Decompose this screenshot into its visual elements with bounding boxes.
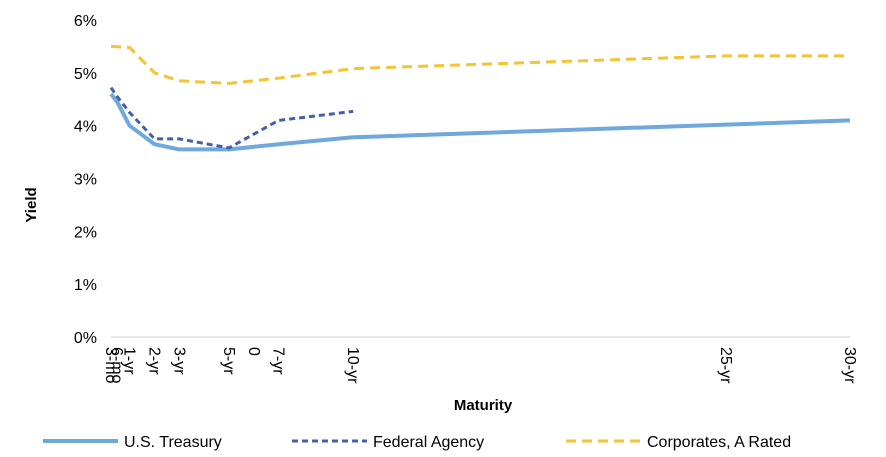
x-tick-label: 5-yr bbox=[220, 347, 237, 375]
series-line bbox=[109, 86, 354, 150]
x-axis-tick-labels: 3-mo6-mo1-yr 2-yr 3-yr 5-yr 0 7-yr 10-yr 25-yr 3… bbox=[102, 347, 858, 384]
series-lines bbox=[109, 44, 851, 152]
series-line bbox=[110, 44, 850, 85]
x-tick-label: 10-yr bbox=[344, 347, 361, 384]
legend: U.S. Treasury Federal Agency Corporates, A… bbox=[43, 434, 791, 451]
legend-label: Corporates, A Rated bbox=[647, 434, 791, 451]
x-tick-label: 2-yr bbox=[145, 347, 162, 375]
x-tick-label: 6-mo bbox=[108, 347, 125, 384]
x-tick-label: 30-yr bbox=[841, 347, 858, 384]
y-tick-label: 4% bbox=[74, 119, 97, 136]
x-axis-title: Maturity bbox=[454, 397, 513, 414]
y-tick-label: 5% bbox=[74, 66, 97, 83]
y-tick-label: 3% bbox=[74, 172, 97, 189]
x-tick-label: 7-yr bbox=[270, 347, 287, 375]
x-tick-label: 3-mo bbox=[102, 347, 119, 384]
x-tick-label: 3-yr bbox=[170, 347, 187, 375]
y-tick-label: 1% bbox=[74, 277, 97, 294]
legend-label: U.S. Treasury bbox=[124, 434, 222, 451]
y-tick-label: 2% bbox=[74, 224, 97, 241]
series-line bbox=[109, 92, 851, 152]
x-tick-label: 0 bbox=[245, 347, 262, 356]
x-tick-label: 1-yr bbox=[121, 347, 138, 375]
legend-label: Federal Agency bbox=[373, 434, 484, 451]
y-axis-title: Yield bbox=[23, 187, 40, 222]
y-tick-label: 6% bbox=[74, 13, 97, 30]
y-tick-label: 0% bbox=[74, 330, 97, 347]
x-tick-label: 25-yr bbox=[717, 347, 734, 384]
y-axis-tick-labels: 0% 1% 2% 3% 4% 5% 6% bbox=[74, 13, 97, 347]
